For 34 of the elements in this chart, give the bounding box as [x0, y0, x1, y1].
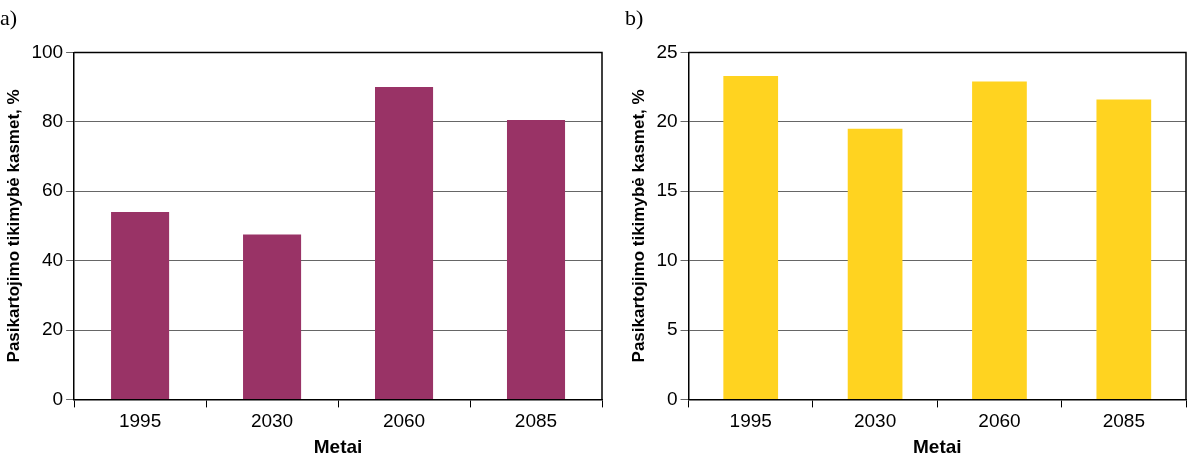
y-tick-label: 20 [656, 110, 678, 132]
x-tick-label: 2030 [853, 410, 897, 432]
bar [506, 120, 566, 399]
y-tick-label: 80 [41, 110, 64, 132]
x-axis-title: Metai [313, 435, 363, 457]
x-tick-label: 2060 [978, 410, 1021, 432]
bar [375, 87, 434, 399]
x-tick-label: 2060 [382, 410, 426, 432]
y-tick-label: 0 [52, 387, 64, 409]
y-tick-label: 40 [41, 248, 64, 270]
y-tick-label: 10 [656, 248, 678, 270]
x-tick-label: 1995 [729, 410, 772, 432]
y-axis-title: Pasikartojimo tikimybė kasmet, % [628, 89, 648, 363]
bar [972, 81, 1027, 399]
bar [847, 128, 903, 399]
bar [723, 76, 779, 399]
bar [243, 234, 302, 399]
y-tick-label: 0 [666, 387, 678, 409]
bar [111, 212, 170, 399]
y-tick-label: 60 [41, 179, 64, 201]
bar [1096, 99, 1152, 399]
y-tick-label: 20 [41, 318, 64, 340]
x-tick-label: 2085 [1102, 410, 1145, 432]
y-tick-label: 25 [656, 40, 678, 62]
y-tick-label: 5 [666, 318, 678, 340]
chart-title: b) [625, 4, 644, 30]
y-tick-label: 100 [31, 40, 64, 62]
x-axis-title: Metai [912, 435, 962, 457]
x-tick-label: 2085 [514, 410, 558, 432]
x-tick-label: 2030 [250, 410, 294, 432]
x-tick-label: 1995 [118, 410, 162, 432]
chart-title: a) [0, 4, 18, 30]
y-tick-label: 15 [656, 179, 678, 201]
y-axis-title: Pasikartojimo tikimybė kasmet, % [3, 89, 23, 363]
